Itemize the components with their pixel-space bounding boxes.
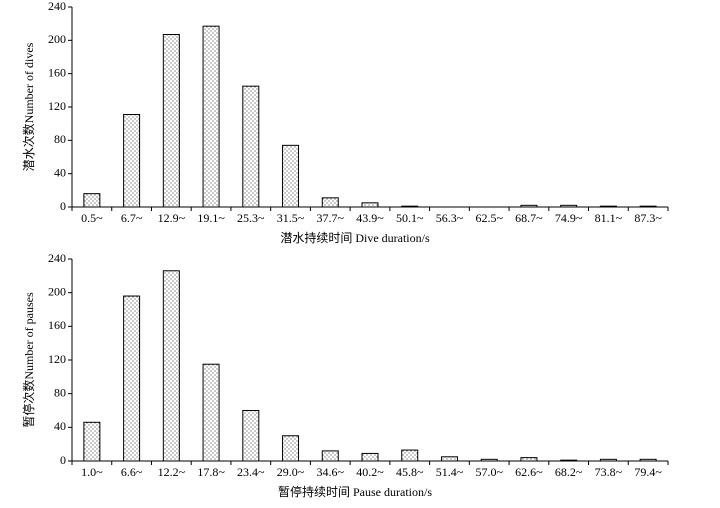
bar	[123, 114, 141, 208]
bar	[202, 25, 220, 208]
bar	[282, 144, 300, 208]
x-tick-label: 25.3~	[237, 211, 265, 225]
y-axis-label: 潜水次数Number of dives	[21, 42, 36, 171]
bar	[321, 450, 339, 462]
x-tick-label: 68.2~	[555, 465, 583, 479]
x-tick-label: 31.5~	[277, 211, 305, 225]
bar	[520, 457, 538, 462]
bar	[560, 459, 578, 462]
x-tick-label: 40.2~	[356, 465, 384, 479]
bar	[321, 197, 339, 208]
x-tick-label: 57.0~	[475, 465, 503, 479]
bar	[282, 435, 300, 462]
x-tick-label: 12.9~	[158, 211, 186, 225]
bar	[202, 363, 220, 462]
y-tick-label: 200	[48, 284, 66, 298]
bar	[440, 456, 458, 462]
x-axis-label: 暂停持续时间 Pause duration/s	[278, 484, 432, 499]
x-tick-label: 87.3~	[634, 211, 662, 225]
x-tick-label: 12.2~	[158, 465, 186, 479]
y-tick-label: 160	[48, 65, 66, 79]
x-tick-label: 45.8~	[396, 465, 424, 479]
x-tick-label: 43.9~	[356, 211, 384, 225]
bar	[401, 205, 419, 208]
x-tick-label: 68.7~	[515, 211, 543, 225]
bar	[83, 193, 101, 208]
bar	[480, 458, 498, 462]
bar	[162, 34, 180, 208]
x-tick-label: 51.4~	[436, 465, 464, 479]
y-tick-label: 120	[48, 99, 66, 113]
y-tick-label: 240	[48, 0, 66, 13]
bar	[599, 458, 617, 462]
x-tick-label: 6.6~	[121, 465, 143, 479]
x-tick-label: 0.5~	[81, 211, 103, 225]
y-tick-label: 160	[48, 318, 66, 332]
x-tick-label: 81.1~	[595, 211, 623, 225]
x-tick-label: 23.4~	[237, 465, 265, 479]
bar	[520, 204, 538, 208]
x-axis-label: 潜水持续时间 Dive duration/s	[280, 230, 430, 245]
y-tick-label: 40	[54, 165, 66, 179]
y-tick-label: 80	[54, 385, 66, 399]
bar	[83, 421, 101, 462]
x-tick-label: 62.5~	[475, 211, 503, 225]
bar	[162, 270, 180, 462]
x-tick-label: 17.8~	[197, 465, 225, 479]
bar	[361, 452, 379, 462]
bar	[361, 202, 379, 208]
y-tick-label: 80	[54, 132, 66, 146]
x-tick-label: 73.8~	[595, 465, 623, 479]
x-tick-label: 62.6~	[515, 465, 543, 479]
x-tick-label: 56.3~	[436, 211, 464, 225]
bar	[242, 85, 260, 208]
x-tick-label: 29.0~	[277, 465, 305, 479]
x-tick-label: 74.9~	[555, 211, 583, 225]
y-tick-label: 120	[48, 352, 66, 366]
y-tick-label: 0	[60, 453, 66, 467]
x-tick-label: 50.1~	[396, 211, 424, 225]
y-axis-label: 暂停次数Number of pauses	[21, 292, 36, 428]
bar	[599, 205, 617, 208]
y-tick-label: 200	[48, 32, 66, 46]
bar	[242, 410, 260, 462]
x-tick-label: 34.6~	[317, 465, 345, 479]
x-tick-label: 19.1~	[197, 211, 225, 225]
bar	[401, 449, 419, 462]
y-tick-label: 40	[54, 419, 66, 433]
bar	[123, 295, 141, 462]
x-tick-label: 1.0~	[81, 465, 103, 479]
y-tick-label: 0	[60, 199, 66, 213]
x-tick-label: 6.7~	[121, 211, 143, 225]
bar	[639, 458, 657, 462]
x-tick-label: 37.7~	[317, 211, 345, 225]
bar	[639, 205, 657, 208]
bar	[560, 204, 578, 208]
x-tick-label: 79.4~	[634, 465, 662, 479]
y-tick-label: 240	[48, 251, 66, 265]
